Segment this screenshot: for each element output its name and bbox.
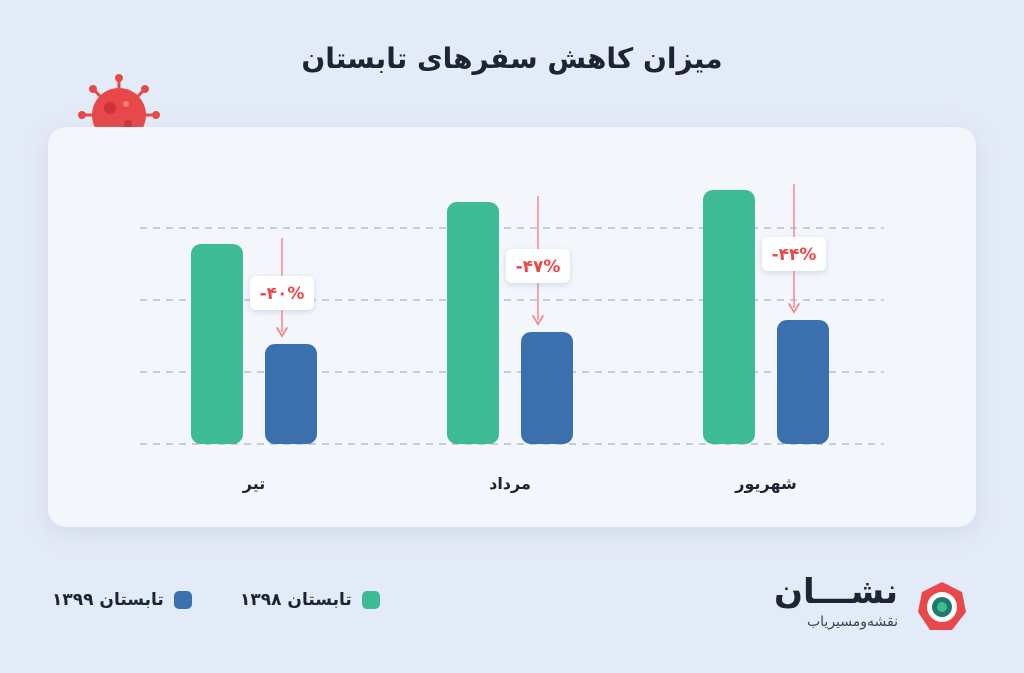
bar-1399	[777, 320, 829, 444]
arrow-head	[276, 327, 288, 338]
legend-label-1399: تابستان ۱۳۹۹	[52, 590, 164, 610]
brand-tagline: نقشه‌ومسیریاب	[806, 614, 898, 630]
brand-name: نشـــان	[773, 572, 898, 612]
bar-1399	[265, 344, 317, 444]
x-tick-label: شهریور	[734, 474, 797, 493]
nashan-logo-icon	[918, 582, 966, 630]
bar-1399	[521, 332, 573, 444]
bar-1398	[447, 202, 499, 444]
legend-swatch-1398	[361, 591, 380, 609]
change-badge	[762, 237, 826, 271]
change-label: -۴۴%	[772, 245, 817, 265]
change-label: -۴۷%	[516, 257, 561, 277]
arrow-head	[532, 315, 544, 326]
change-label: -۴۰%	[260, 284, 305, 304]
legend-label-1398: تابستان ۱۳۹۸	[240, 590, 352, 610]
bar-1398	[191, 244, 243, 444]
x-tick-label: مرداد	[489, 474, 531, 493]
brand-logo: نشـــان نقشه‌ومسیریاب	[774, 572, 970, 636]
legend-swatch-1399	[173, 591, 192, 609]
change-badge	[506, 249, 570, 283]
legend-item-1398: تابستان ۱۳۹۸	[240, 590, 380, 610]
bar-1398	[703, 190, 755, 444]
legend-item-1399: تابستان ۱۳۹۹	[52, 590, 192, 610]
arrow-head	[788, 303, 800, 314]
x-tick-label: تیر	[242, 474, 266, 493]
chart-title: میزان کاهش سفرهای تابستان	[301, 42, 723, 75]
change-badge	[250, 276, 314, 310]
